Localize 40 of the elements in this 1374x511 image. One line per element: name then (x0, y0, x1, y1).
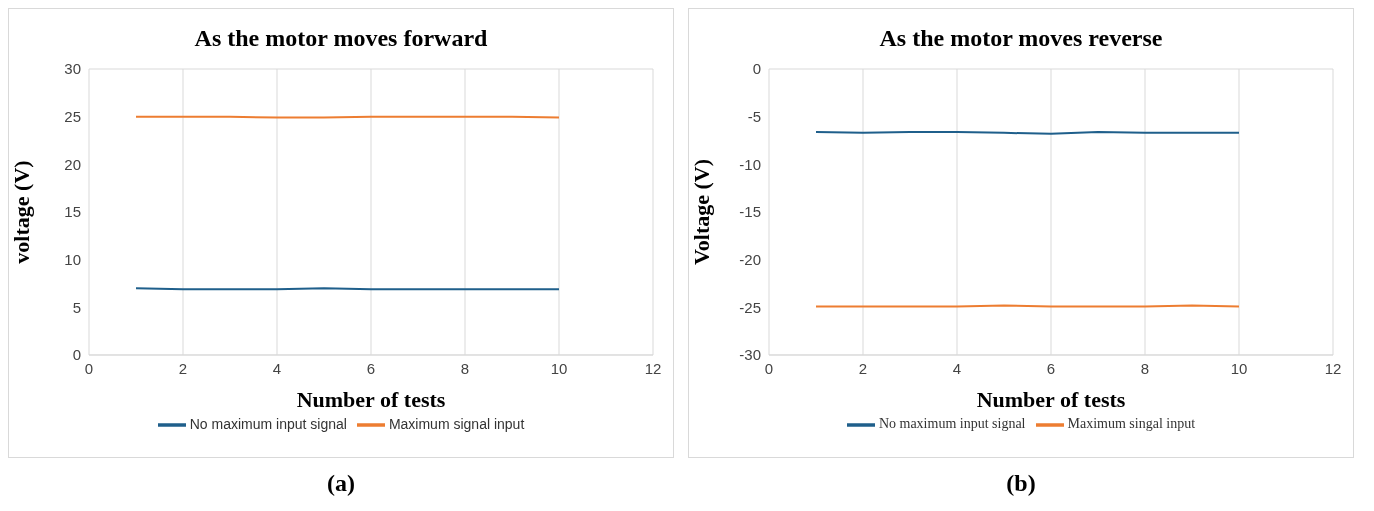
y-tick-label: 0 (72, 346, 81, 364)
x-tick-label: 0 (764, 359, 774, 377)
legend-label: No maximum input signal (189, 415, 347, 432)
text: (b) (1005, 470, 1037, 497)
y-tick-label: -20 (739, 250, 761, 268)
x-tick-label: 12 (1324, 359, 1342, 377)
y-tick-label: -15 (739, 203, 761, 221)
x-tick-label: 6 (366, 359, 376, 377)
x-tick-label: 8 (1140, 359, 1150, 377)
y-tick-label: -5 (747, 107, 761, 125)
legend-label: Maximum singal input (1067, 416, 1196, 432)
y-tick-label: 30 (64, 60, 81, 78)
y-axis-title: voltage (V) (8, 160, 34, 264)
y-tick-label: -10 (739, 155, 761, 173)
text: (a) (326, 470, 356, 497)
x-tick-label: 2 (178, 359, 188, 377)
y-tick-label: 25 (64, 107, 81, 125)
y-tick-label: 0 (752, 60, 761, 78)
x-axis-title: Number of tests (976, 387, 1126, 412)
x-tick-label: 8 (460, 359, 470, 377)
x-tick-label: 10 (1230, 359, 1248, 377)
chart-title: As the motor moves forward (193, 25, 489, 53)
legend-label: No maximum input signal (878, 416, 1026, 432)
chart-title: As the motor moves reverse (878, 25, 1164, 53)
y-tick-label: 10 (64, 250, 81, 268)
y-tick-label: 20 (64, 155, 81, 173)
x-tick-label: 6 (1046, 359, 1056, 377)
y-tick-label: 15 (64, 203, 81, 221)
y-tick-label: 5 (72, 298, 81, 316)
x-tick-label: 2 (858, 359, 868, 377)
y-tick-label: -30 (739, 346, 761, 364)
x-axis-title: Number of tests (296, 387, 446, 412)
x-tick-label: 12 (644, 359, 662, 377)
x-tick-label: 0 (84, 359, 94, 377)
legend-label: Maximum signal input (388, 415, 525, 432)
y-tick-label: -25 (739, 298, 761, 316)
x-tick-label: 4 (952, 359, 962, 377)
x-tick-label: 4 (272, 359, 282, 377)
y-axis-title: Voltage (V) (688, 158, 714, 266)
x-tick-label: 10 (550, 359, 568, 377)
